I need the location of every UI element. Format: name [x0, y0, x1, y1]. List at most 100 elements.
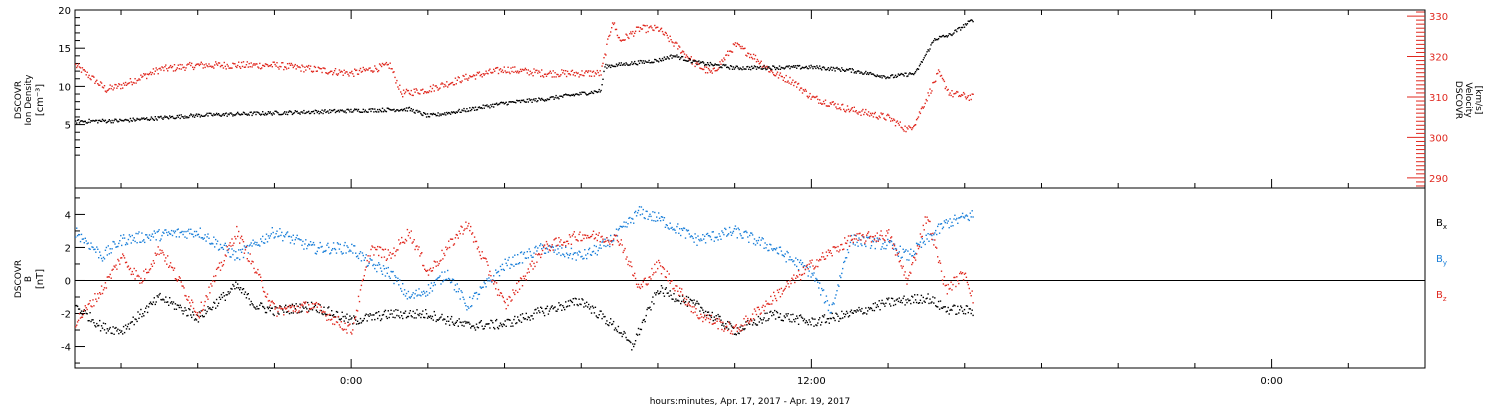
data-point-bx: [847, 316, 850, 318]
data-point-bz: [693, 306, 695, 308]
data-point-bx: [329, 314, 331, 316]
data-point-velocity: [871, 112, 874, 114]
data-point-bz: [528, 271, 530, 273]
data-point-ion-density: [441, 113, 443, 115]
data-point-bz: [459, 232, 461, 235]
data-point-by: [638, 206, 641, 208]
data-point-by: [338, 248, 341, 250]
data-point-by: [727, 233, 730, 235]
data-point-bz: [377, 245, 379, 248]
data-point-ion-density: [948, 33, 950, 35]
data-point-velocity: [801, 92, 804, 94]
data-point-velocity: [924, 102, 926, 105]
data-point-by: [909, 253, 911, 255]
data-point-by: [771, 248, 773, 250]
data-point-bx: [521, 313, 524, 315]
data-point-bx: [215, 307, 217, 309]
data-point-velocity: [736, 42, 738, 44]
data-point-bz: [469, 229, 471, 232]
data-point-velocity: [803, 90, 806, 92]
data-point-ion-density: [700, 61, 702, 63]
data-point-velocity: [873, 113, 876, 115]
data-point-by: [592, 250, 595, 253]
data-point-bx: [388, 316, 390, 319]
data-point-velocity: [308, 64, 310, 67]
data-point-ion-density: [88, 118, 90, 121]
data-point-velocity: [301, 64, 303, 66]
data-point-velocity: [182, 66, 184, 69]
data-point-bx: [677, 299, 679, 301]
data-point-bx: [567, 300, 570, 302]
data-point-by: [567, 257, 570, 259]
data-point-ion-density: [166, 116, 168, 118]
data-point-bz: [126, 266, 129, 268]
data-point-bz: [501, 295, 504, 297]
data-point-bx: [852, 312, 854, 314]
data-point-by: [454, 284, 457, 286]
data-point-bx: [594, 306, 597, 308]
data-point-bx: [648, 307, 650, 309]
data-point-bz: [554, 238, 556, 240]
data-point-bz: [569, 236, 572, 238]
data-point-bx: [481, 325, 483, 327]
data-point-by: [667, 227, 669, 229]
data-point-ion-density: [659, 59, 662, 61]
data-point-ion-density: [762, 67, 764, 70]
data-point-by: [520, 251, 523, 253]
data-point-by: [109, 248, 111, 250]
data-point-bz: [738, 328, 740, 331]
data-point-velocity: [100, 82, 103, 84]
data-point-bx: [352, 323, 354, 325]
data-point-ion-density: [888, 77, 890, 79]
data-point-bx: [689, 298, 691, 301]
data-point-bx: [115, 326, 117, 329]
data-point-bx: [933, 302, 935, 304]
data-point-ion-density: [105, 122, 108, 124]
data-point-velocity: [737, 43, 739, 46]
data-point-ion-density: [426, 113, 429, 115]
data-point-velocity: [831, 101, 833, 103]
data-point-bz: [215, 268, 218, 270]
data-point-ion-density: [947, 35, 949, 37]
data-point-bx: [80, 310, 83, 312]
data-point-by: [479, 286, 481, 288]
data-point-bz: [741, 329, 743, 331]
data-point-velocity: [571, 69, 574, 72]
data-point-bx: [795, 318, 797, 320]
data-point-velocity: [781, 75, 783, 78]
data-point-bx: [532, 318, 534, 320]
data-point-bx: [366, 320, 368, 322]
data-point-by: [87, 242, 89, 244]
data-point-ion-density: [102, 119, 105, 122]
data-point-velocity: [172, 70, 175, 72]
data-point-velocity: [816, 95, 818, 98]
data-point-ion-density: [884, 76, 886, 78]
data-point-ion-density: [601, 84, 603, 86]
data-point-by: [497, 270, 500, 273]
data-point-velocity: [540, 75, 542, 78]
data-point-bx: [885, 302, 887, 304]
data-point-by: [495, 269, 497, 271]
data-point-bx: [94, 324, 96, 327]
data-point-by: [480, 287, 482, 289]
data-point-ion-density: [243, 112, 246, 114]
data-point-by: [469, 296, 471, 298]
data-point-by: [111, 248, 113, 250]
data-point-ion-density: [158, 116, 160, 119]
data-point-by: [702, 234, 704, 236]
data-point-ion-density: [239, 113, 241, 116]
data-point-by: [237, 257, 239, 259]
data-point-velocity: [500, 71, 503, 73]
data-point-ion-density: [401, 108, 403, 111]
data-point-by: [216, 240, 219, 242]
data-point-bz: [237, 235, 239, 238]
data-point-ion-density: [764, 67, 766, 69]
data-point-ion-density: [907, 75, 909, 77]
data-point-velocity: [191, 62, 193, 65]
data-point-ion-density: [364, 109, 366, 111]
data-point-velocity: [590, 75, 593, 77]
data-point-by: [280, 234, 282, 237]
data-point-by: [758, 236, 760, 239]
data-point-velocity: [932, 82, 934, 84]
data-point-bx: [775, 310, 778, 313]
